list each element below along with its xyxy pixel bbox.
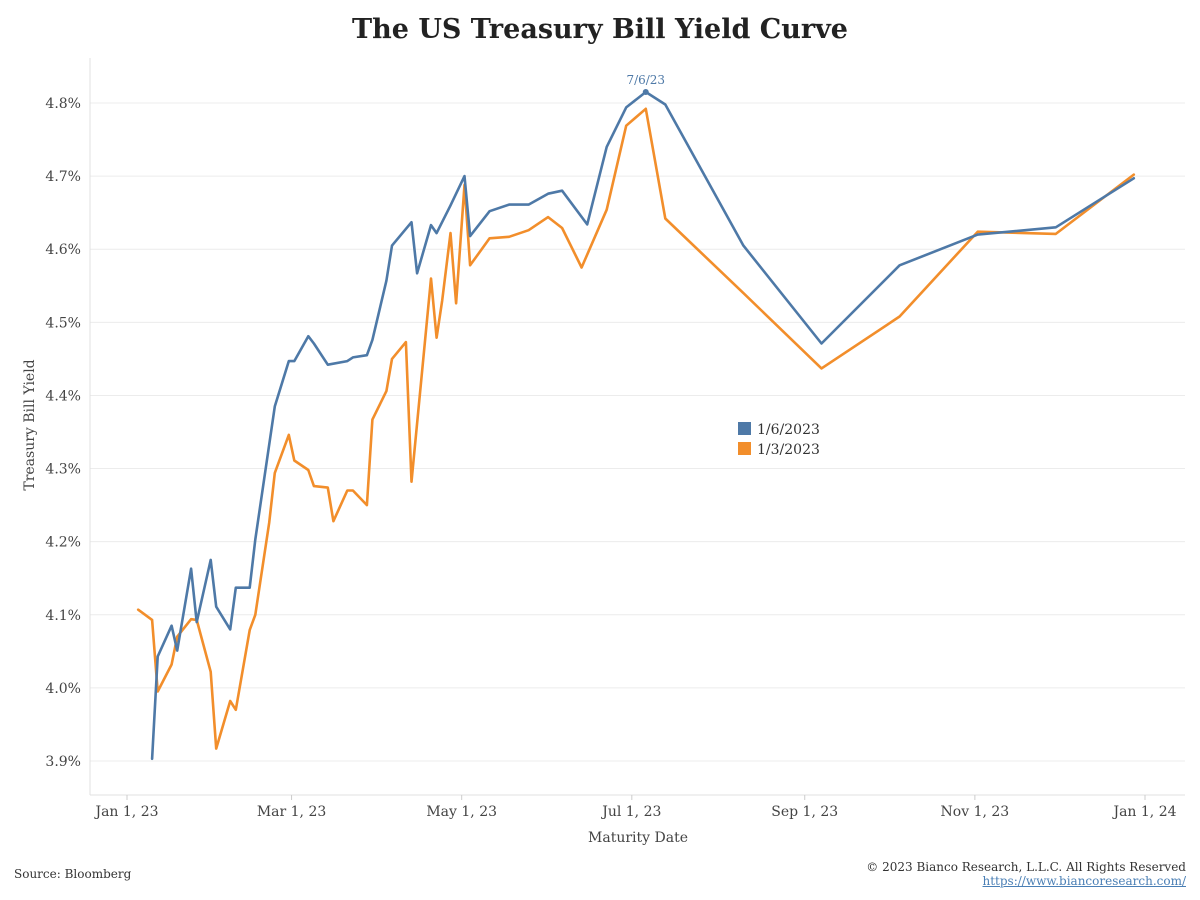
legend-label: 1/6/2023 <box>757 422 820 438</box>
legend-label: 1/3/2023 <box>757 442 820 458</box>
copyright-note: © 2023 Bianco Research, L.L.C. All Right… <box>866 860 1186 874</box>
y-tick-label: 4.8% <box>45 96 81 112</box>
y-tick-label: 4.0% <box>45 681 81 697</box>
y-tick-label: 3.9% <box>45 754 81 770</box>
x-tick-label: Jan 1, 24 <box>1111 804 1176 820</box>
y-axis-title: Treasury Bill Yield <box>22 359 38 490</box>
x-tick-label: Jul 1, 23 <box>600 804 661 820</box>
legend-swatch <box>738 442 751 455</box>
y-tick-label: 4.2% <box>45 535 81 551</box>
y-tick-label: 4.6% <box>45 242 81 258</box>
source-note: Source: Bloomberg <box>14 867 132 881</box>
series-line-jan-6-2023 <box>150 90 1136 761</box>
y-tick-label: 4.1% <box>45 608 81 624</box>
chart-title: The US Treasury Bill Yield Curve <box>352 14 848 45</box>
y-tick-label: 4.7% <box>45 169 81 185</box>
annotation-point <box>642 89 649 96</box>
y-tick-label: 4.4% <box>45 388 81 404</box>
x-tick-label: May 1, 23 <box>426 804 497 820</box>
series-line-jan-3-2023 <box>136 107 1136 750</box>
y-tick-label: 4.3% <box>45 462 81 478</box>
x-tick-label: Sep 1, 23 <box>771 804 838 820</box>
x-tick-label: Jan 1, 23 <box>93 804 158 820</box>
legend-swatch <box>738 422 751 435</box>
website-link[interactable]: https://www.biancoresearch.com/ <box>982 874 1186 888</box>
x-axis-title: Maturity Date <box>588 830 688 846</box>
x-tick-label: Nov 1, 23 <box>941 804 1010 820</box>
x-tick-label: Mar 1, 23 <box>257 804 326 820</box>
y-tick-label: 4.5% <box>45 315 81 331</box>
annotation-label: 7/6/23 <box>626 73 665 87</box>
